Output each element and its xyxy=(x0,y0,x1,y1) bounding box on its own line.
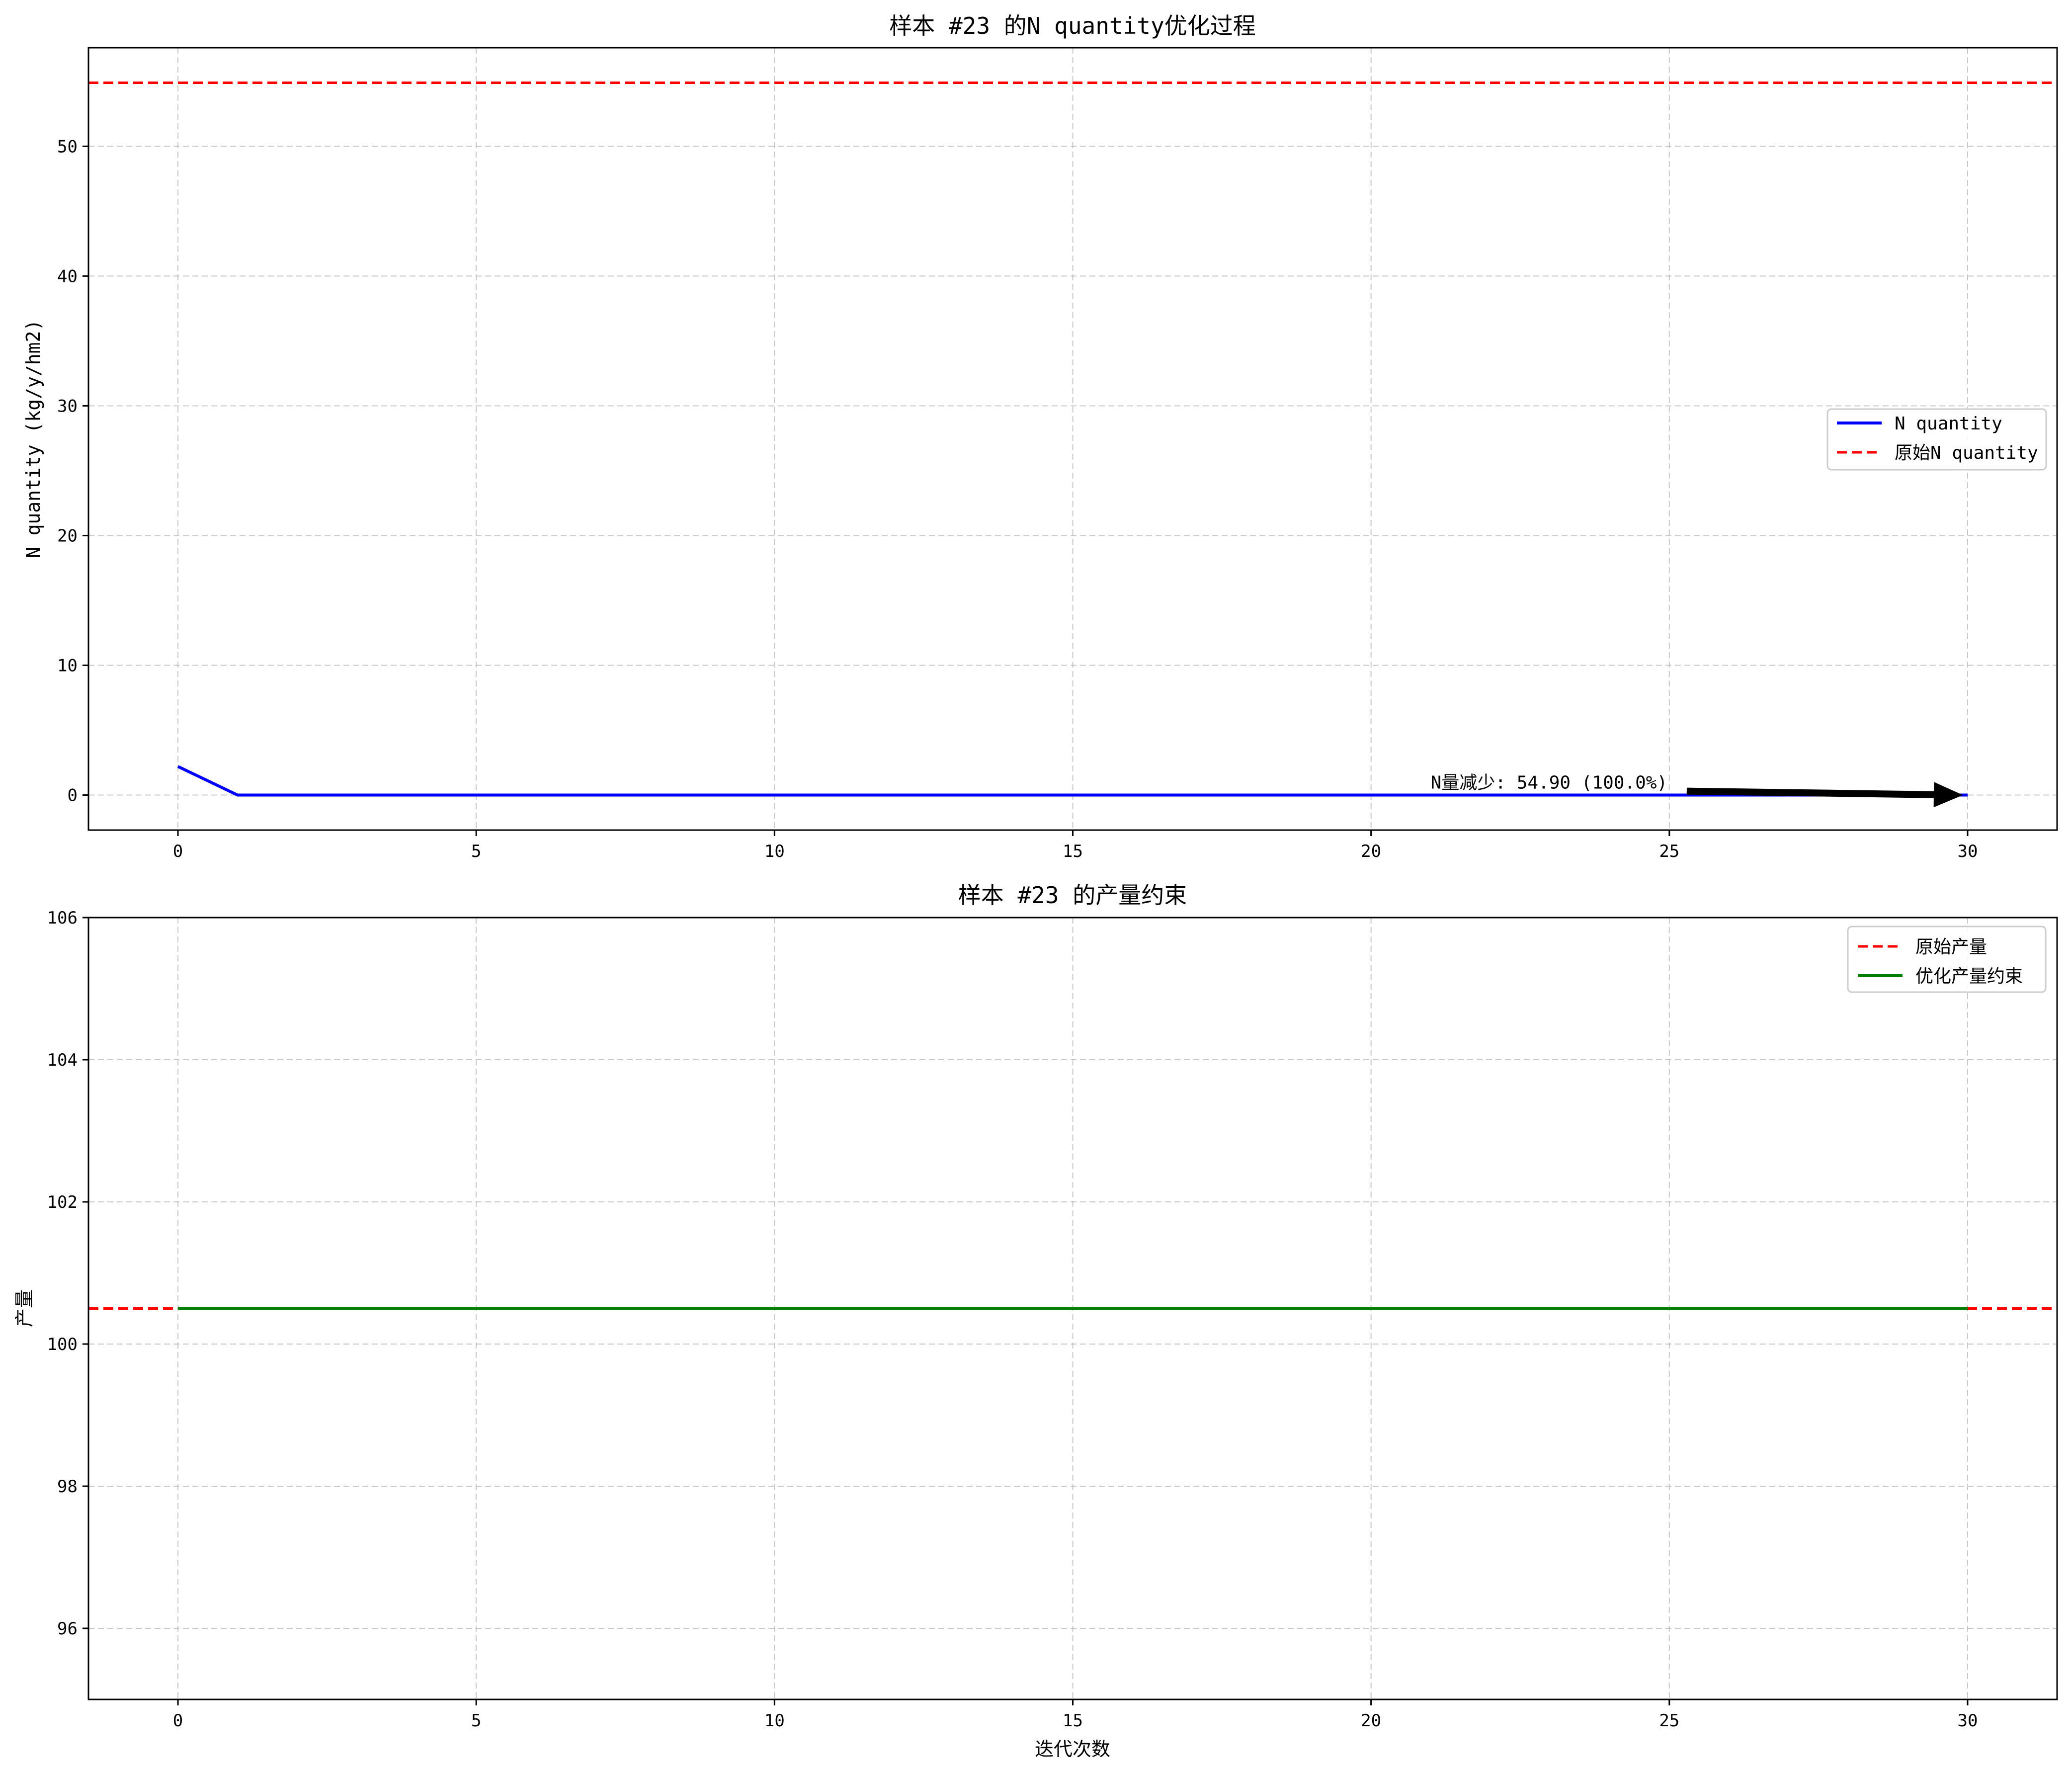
y-tick-label: 0 xyxy=(68,786,78,806)
chart-title: 样本 #23 的产量约束 xyxy=(958,882,1187,909)
y-tick-label: 104 xyxy=(47,1050,78,1070)
y-tick-label: 96 xyxy=(57,1619,78,1639)
legend-label-n-quantity: N quantity xyxy=(1895,414,2002,434)
annotation: N量减少: 54.90 (100.0%) xyxy=(1431,772,1963,808)
y-axis-label: 产量 xyxy=(13,1289,35,1327)
y-tick-label: 98 xyxy=(57,1477,78,1497)
y-axis-ticks: 0 10 20 30 40 50 xyxy=(57,137,88,806)
legend-label-original-n-quantity: 原始N quantity xyxy=(1895,443,2038,463)
y-tick-label: 40 xyxy=(57,266,78,286)
y-tick-label: 10 xyxy=(57,656,78,675)
x-tick-label: 10 xyxy=(764,842,785,861)
legend: N quantity 原始N quantity xyxy=(1826,408,2047,471)
x-tick-label: 20 xyxy=(1361,1711,1381,1731)
y-tick-label: 20 xyxy=(57,526,78,546)
legend-label-optimized-yield: 优化产量约束 xyxy=(1915,966,2023,987)
y-tick-label: 30 xyxy=(57,396,78,416)
x-tick-label: 30 xyxy=(1957,842,1978,861)
legend-box xyxy=(1826,408,2047,471)
x-tick-label: 20 xyxy=(1361,842,1381,861)
y-tick-label: 106 xyxy=(47,908,78,928)
y-axis-label: N quantity (kg/y/hm2) xyxy=(22,320,44,558)
chart-yield-constraint: 0 5 10 15 20 25 30 96 98 100 102 104 106 样本 #23 的产量… xyxy=(13,882,2058,1760)
x-tick-label: 15 xyxy=(1063,842,1083,861)
x-tick-label: 5 xyxy=(471,1711,481,1731)
x-axis-ticks: 0 5 10 15 20 25 30 xyxy=(173,830,1978,861)
x-tick-label: 0 xyxy=(173,1711,183,1731)
x-tick-label: 30 xyxy=(1957,1711,1978,1731)
x-tick-label: 15 xyxy=(1063,1711,1083,1731)
annotation-text: N量减少: 54.90 (100.0%) xyxy=(1431,772,1667,793)
x-tick-label: 10 xyxy=(764,1711,785,1731)
y-tick-label: 50 xyxy=(57,137,78,157)
x-tick-label: 25 xyxy=(1659,1711,1679,1731)
x-tick-label: 25 xyxy=(1659,842,1679,861)
series-line xyxy=(177,765,1968,797)
y-axis-ticks: 96 98 100 102 104 106 xyxy=(47,908,88,1639)
legend: 原始产量 优化产量约束 xyxy=(1847,926,2047,993)
chart-n-quantity: N量减少: 54.90 (100.0%) 0 5 10 15 20 25 30 0 10 20 3… xyxy=(22,12,2058,861)
chart-title: 样本 #23 的N quantity优化过程 xyxy=(889,12,1255,39)
y-tick-label: 100 xyxy=(47,1335,78,1354)
x-axis-label: 迭代次数 xyxy=(1035,1738,1110,1760)
y-tick-label: 102 xyxy=(47,1192,78,1212)
x-tick-label: 0 xyxy=(173,842,183,861)
legend-label-original-yield: 原始产量 xyxy=(1915,937,1987,957)
series-layer xyxy=(88,81,2057,797)
annotation-arrow xyxy=(1686,782,1963,808)
x-axis-ticks: 0 5 10 15 20 25 30 xyxy=(173,1699,1978,1731)
x-tick-label: 5 xyxy=(471,842,481,861)
